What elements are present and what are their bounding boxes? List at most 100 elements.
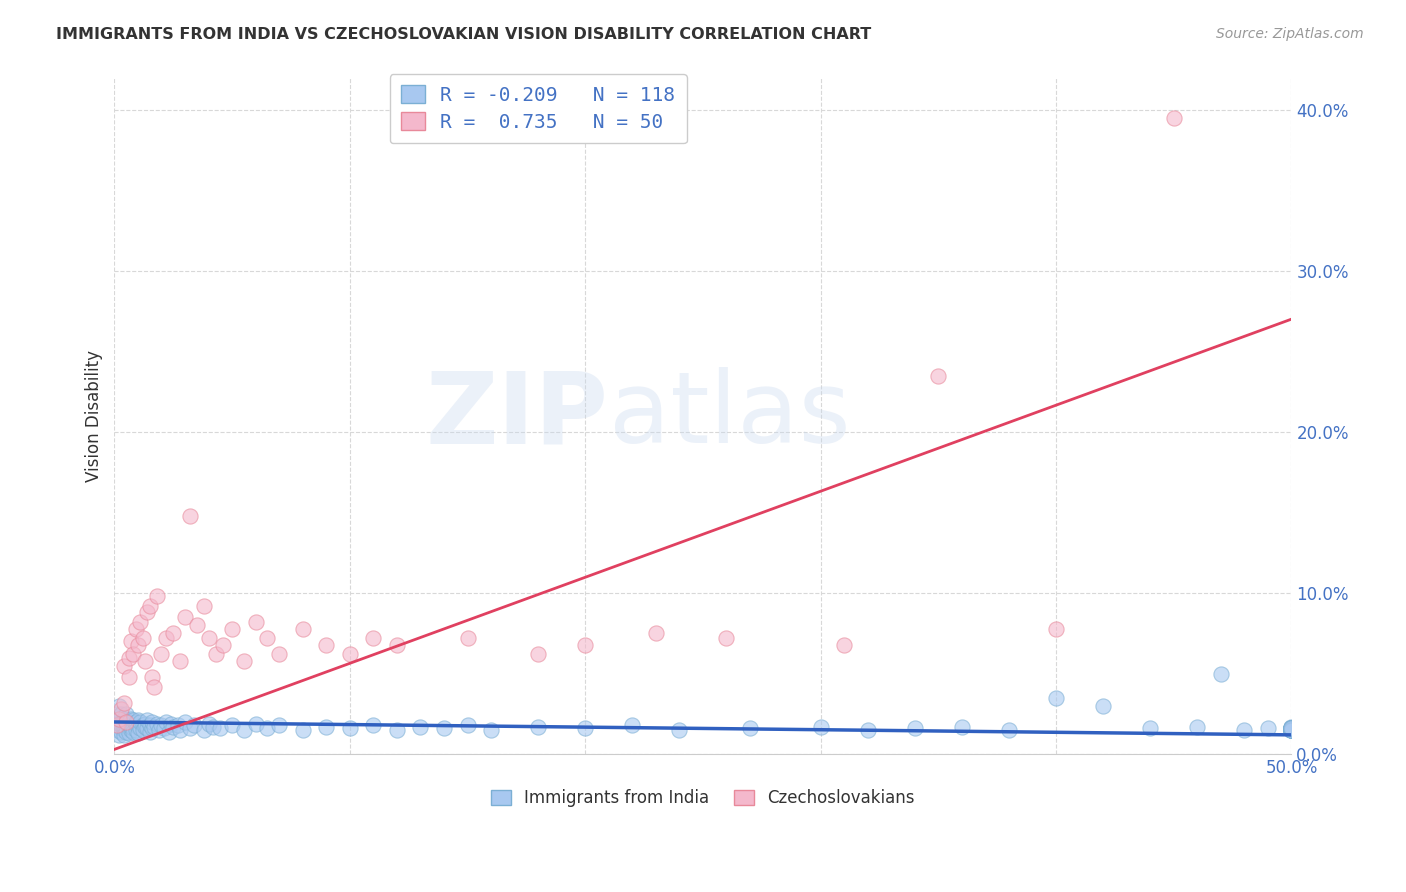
Point xyxy=(120,720,142,734)
Point xyxy=(202,720,225,734)
Point xyxy=(138,724,160,739)
Point xyxy=(112,712,135,726)
Point xyxy=(115,706,138,721)
Point xyxy=(574,638,596,652)
Point xyxy=(1045,690,1067,705)
Point xyxy=(115,722,138,736)
Point xyxy=(155,714,177,729)
Point xyxy=(1281,723,1303,737)
Point xyxy=(950,720,973,734)
Point xyxy=(315,720,337,734)
Text: Source: ZipAtlas.com: Source: ZipAtlas.com xyxy=(1216,27,1364,41)
Point xyxy=(1281,723,1303,737)
Point xyxy=(112,696,135,710)
Point xyxy=(117,714,139,729)
Point xyxy=(115,724,138,739)
Point xyxy=(112,658,135,673)
Point xyxy=(131,723,153,737)
Point xyxy=(209,722,232,736)
Point xyxy=(186,618,208,632)
Point xyxy=(1281,722,1303,736)
Point xyxy=(291,723,314,737)
Point xyxy=(1281,723,1303,737)
Point xyxy=(174,610,197,624)
Point xyxy=(668,723,690,737)
Point xyxy=(117,650,139,665)
Point xyxy=(1281,723,1303,737)
Point xyxy=(110,714,132,729)
Point xyxy=(131,718,153,732)
Point xyxy=(141,714,163,729)
Point xyxy=(108,728,131,742)
Point xyxy=(127,726,149,740)
Point xyxy=(527,720,550,734)
Point xyxy=(112,728,135,742)
Point xyxy=(129,615,152,629)
Point xyxy=(832,638,855,652)
Point xyxy=(479,723,502,737)
Point xyxy=(136,714,159,728)
Point xyxy=(1209,666,1232,681)
Point xyxy=(129,714,152,729)
Point xyxy=(457,718,479,732)
Point xyxy=(904,722,927,736)
Point xyxy=(146,589,169,603)
Point xyxy=(245,716,267,731)
Point xyxy=(409,720,432,734)
Point xyxy=(134,720,156,734)
Point xyxy=(245,615,267,629)
Point xyxy=(1281,723,1303,737)
Point xyxy=(112,714,135,729)
Point xyxy=(134,716,156,731)
Point xyxy=(124,714,146,729)
Point xyxy=(138,599,160,613)
Point xyxy=(124,723,146,737)
Point xyxy=(150,718,173,732)
Point xyxy=(160,716,183,731)
Point xyxy=(457,631,479,645)
Point xyxy=(621,718,644,732)
Point xyxy=(108,712,131,726)
Point xyxy=(232,723,254,737)
Point xyxy=(183,718,205,732)
Point xyxy=(1281,723,1303,737)
Point xyxy=(385,638,408,652)
Point xyxy=(108,698,131,713)
Point xyxy=(122,714,145,728)
Point xyxy=(363,631,385,645)
Point xyxy=(1281,722,1303,736)
Point xyxy=(153,722,176,736)
Point xyxy=(138,718,160,732)
Point xyxy=(169,723,191,737)
Point xyxy=(256,722,278,736)
Point xyxy=(269,648,291,662)
Point xyxy=(112,723,135,737)
Point xyxy=(108,712,131,726)
Point xyxy=(117,722,139,736)
Point xyxy=(112,720,135,734)
Point xyxy=(105,714,128,729)
Point xyxy=(998,723,1021,737)
Point xyxy=(1257,722,1279,736)
Point xyxy=(136,606,159,620)
Text: IMMIGRANTS FROM INDIA VS CZECHOSLOVAKIAN VISION DISABILITY CORRELATION CHART: IMMIGRANTS FROM INDIA VS CZECHOSLOVAKIAN… xyxy=(56,27,872,42)
Point xyxy=(115,714,138,728)
Point xyxy=(108,718,131,732)
Point xyxy=(124,622,146,636)
Point xyxy=(110,718,132,732)
Point xyxy=(105,723,128,737)
Point xyxy=(105,718,128,732)
Point xyxy=(339,648,361,662)
Point xyxy=(117,670,139,684)
Point xyxy=(117,718,139,732)
Point xyxy=(179,722,201,736)
Y-axis label: Vision Disability: Vision Disability xyxy=(86,350,103,482)
Point xyxy=(115,714,138,729)
Point xyxy=(122,648,145,662)
Point xyxy=(1281,723,1303,737)
Point xyxy=(193,599,215,613)
Point xyxy=(136,722,159,736)
Point xyxy=(117,726,139,740)
Point xyxy=(221,622,243,636)
Point xyxy=(105,706,128,721)
